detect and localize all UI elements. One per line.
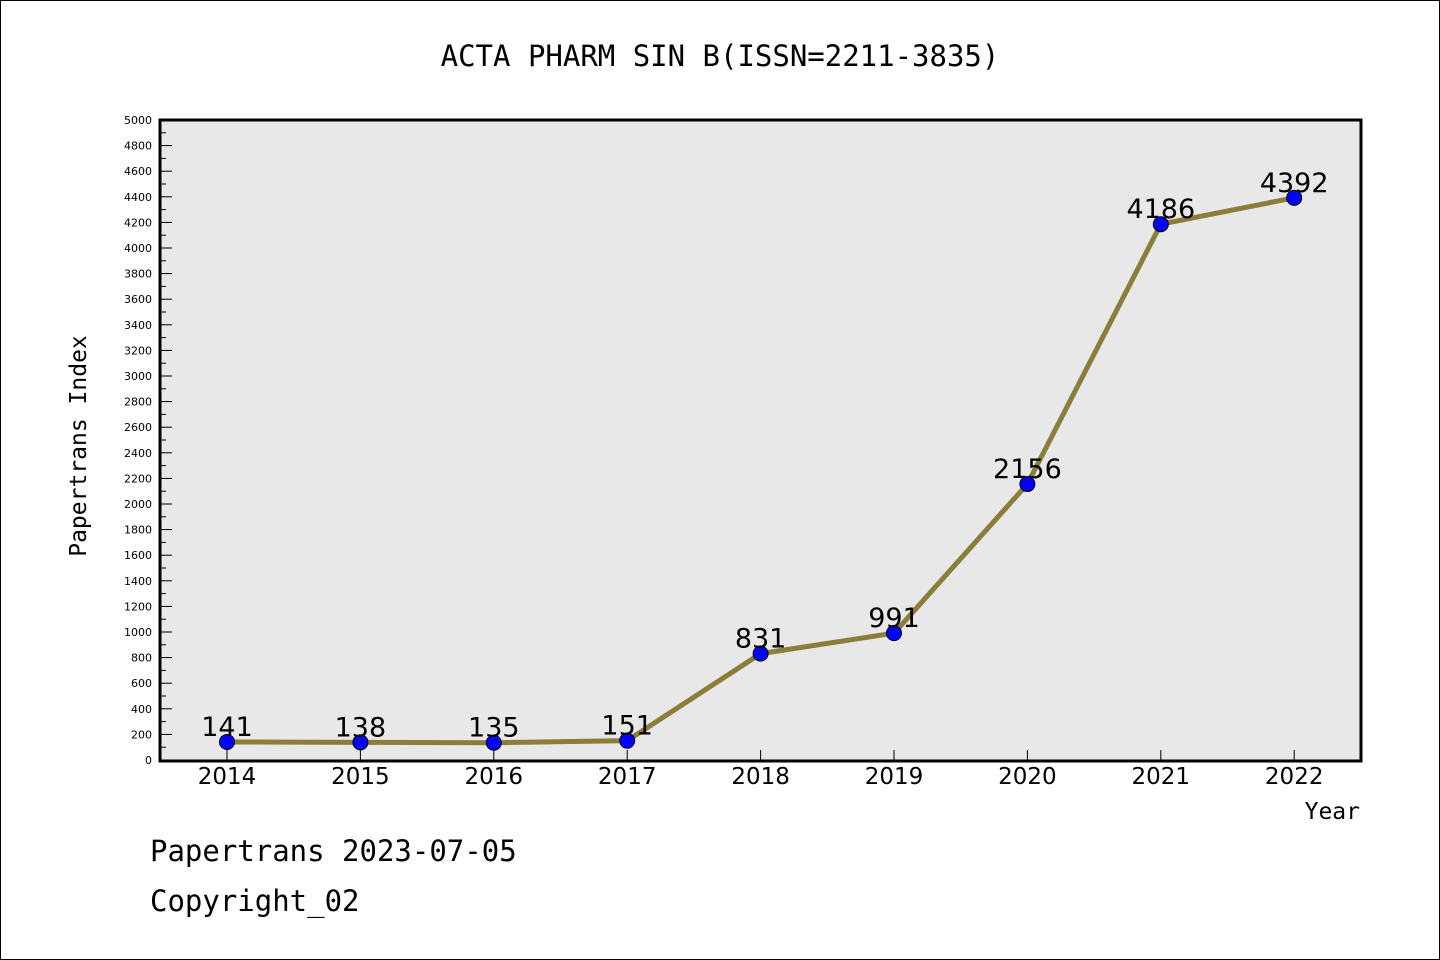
chart-title: ACTA PHARM SIN B(ISSN=2211-3835) <box>441 39 1000 73</box>
data-label: 135 <box>468 713 520 744</box>
data-label: 991 <box>868 603 920 634</box>
x-axis: 2014 2015 2016 2017 2018 2019 2020 2021 2022 <box>198 750 1324 790</box>
data-label: 4392 <box>1260 168 1329 199</box>
y-tick-label: 200 <box>131 728 152 741</box>
y-tick-label: 4400 <box>124 191 152 204</box>
data-label: 2156 <box>993 454 1062 485</box>
y-tick-label: 2600 <box>124 421 152 434</box>
y-tick-label: 1200 <box>124 600 152 613</box>
y-tick-label: 4600 <box>124 165 152 178</box>
data-labels: 141 138 135 151 831 991 2156 4186 4392 <box>201 168 1328 744</box>
data-point <box>352 734 369 751</box>
y-tick-label: 1400 <box>124 575 152 588</box>
x-tick-label: 2015 <box>331 764 390 790</box>
y-tick-label: 4200 <box>124 216 152 229</box>
data-label: 141 <box>201 712 253 743</box>
x-tick-label: 2022 <box>1265 764 1324 790</box>
y-axis: 0 200 400 600 800 1000 1200 1400 1600 1800 2000 220… <box>124 114 172 767</box>
y-tick-label: 4000 <box>124 242 152 255</box>
y-tick-label: 0 <box>145 754 152 767</box>
data-point <box>886 625 902 642</box>
y-tick-label: 2400 <box>124 447 152 460</box>
y-tick-label: 3600 <box>124 293 152 306</box>
data-point <box>485 734 502 751</box>
y-tick-label: 800 <box>131 652 152 665</box>
data-point <box>1152 216 1169 233</box>
y-tick-label: 3200 <box>124 344 152 357</box>
y-tick-label: 1800 <box>124 524 152 537</box>
y-axis-label: Papertrans Index <box>66 335 92 557</box>
y-tick-label: 3400 <box>124 319 152 332</box>
y-tick-label: 3800 <box>124 268 152 281</box>
data-label: 151 <box>601 711 653 742</box>
x-tick-label: 2016 <box>465 764 524 790</box>
y-tick-label: 5000 <box>124 114 152 127</box>
data-point <box>219 733 235 750</box>
data-point <box>619 732 636 749</box>
data-label: 831 <box>735 624 787 655</box>
y-tick-label: 4800 <box>124 140 152 153</box>
data-point <box>1286 189 1303 206</box>
y-tick-label: 3000 <box>124 370 152 383</box>
data-label: 4186 <box>1126 194 1195 225</box>
y-tick-label: 400 <box>131 703 152 716</box>
y-tick-label: 2000 <box>124 498 152 511</box>
y-tick-label: 2200 <box>124 472 152 485</box>
x-tick-label: 2017 <box>598 764 657 790</box>
data-point <box>752 645 769 662</box>
data-points <box>219 189 1303 751</box>
x-axis-label: Year <box>1305 799 1360 825</box>
footer-copyright: Copyright_02 <box>150 884 360 918</box>
x-tick-label: 2018 <box>731 764 790 790</box>
x-tick-label: 2014 <box>198 764 257 790</box>
y-tick-label: 600 <box>131 677 152 690</box>
x-tick-label: 2019 <box>865 764 924 790</box>
x-tick-label: 2020 <box>998 764 1057 790</box>
x-tick-label: 2021 <box>1132 764 1191 790</box>
y-tick-label: 1600 <box>124 549 152 562</box>
y-tick-label: 1000 <box>124 626 152 639</box>
data-point <box>1019 476 1036 493</box>
data-label: 138 <box>335 712 387 743</box>
footer-source: Papertrans 2023-07-05 <box>150 834 517 868</box>
y-tick-label: 2800 <box>124 396 152 409</box>
